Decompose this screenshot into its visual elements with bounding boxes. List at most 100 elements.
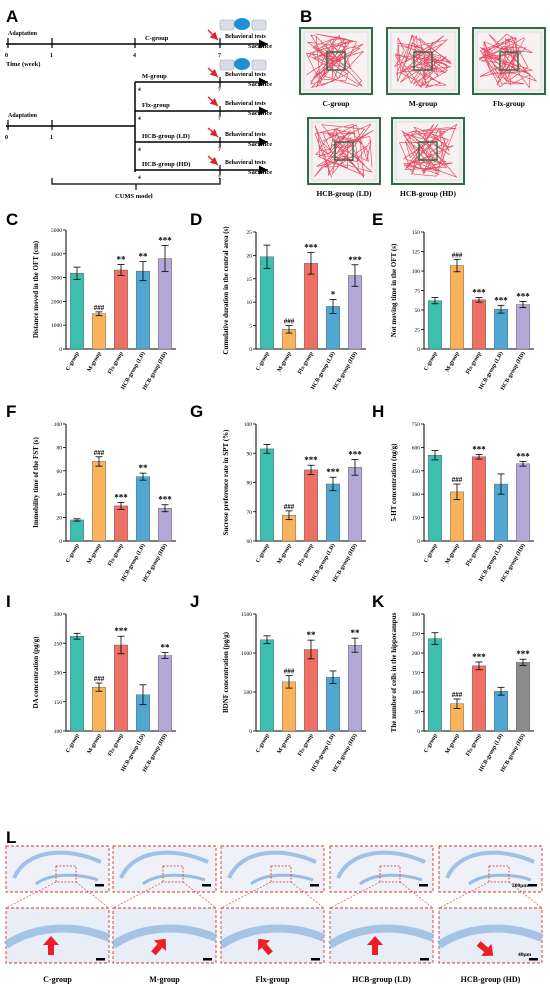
significance-4: *** (348, 255, 362, 265)
bar-2 (303, 469, 319, 542)
behavioral-tests-label-1: Behavioral tests (225, 101, 266, 107)
histology-3: HCB-group (LD) (327, 845, 435, 984)
scale-bar-top (419, 884, 428, 887)
x-tick-label-1: M-group (276, 351, 292, 373)
cell-pointer-arrow-icon (367, 936, 383, 955)
panel-letter-h: H (372, 402, 384, 421)
panel-letter-b: B (300, 7, 312, 26)
scale-bar-top (528, 884, 537, 887)
center-zone (413, 51, 433, 71)
cell-pointer-arrow-icon (43, 936, 59, 955)
cell-pointer-arrow-icon (151, 938, 167, 956)
y-tick-label: 20 (247, 253, 253, 259)
tick-4: 4 (133, 53, 136, 59)
chart-h: H 0 150 300 450 600 750 5-HT concentration (ng/… (372, 402, 534, 583)
significance-3: * (331, 289, 336, 299)
bar-0 (427, 455, 443, 542)
y-tick-label: 250 (54, 641, 63, 647)
x-tick-label-2: Flx-group (107, 543, 125, 567)
panel-letter-l: L (6, 828, 16, 847)
y-tick-label: 10 (247, 300, 253, 306)
significance-4: ** (351, 628, 361, 638)
tick-7: 7 (218, 53, 221, 59)
significance-4: *** (158, 235, 172, 245)
histology-label-4: HCB-group (HD) (461, 975, 521, 984)
y-tick-label: 2000 (51, 299, 62, 305)
center-zone (499, 51, 519, 71)
bar-4 (157, 258, 173, 350)
y-tick-label: 0 (417, 729, 420, 735)
bar-0 (69, 636, 85, 732)
scale-bar-bottom (529, 958, 538, 961)
panel-letter-k: K (372, 592, 385, 611)
x-tick-label-3: HCB-group (LD) (477, 350, 504, 390)
oft-track-4: HCB-group (HD) (391, 117, 465, 198)
y-tick-label: 80 (57, 445, 63, 451)
center-zone (334, 141, 354, 161)
bar-2 (303, 263, 319, 350)
cums-model-label: CUMS model (115, 193, 153, 200)
bar-2 (471, 299, 487, 350)
oft-track-label-2: Flx-group (493, 99, 525, 108)
y-tick-label: 1000 (51, 323, 62, 329)
bar-3 (493, 309, 509, 350)
y-axis-label: Sucrose preference rate in SPT (%) (222, 429, 230, 535)
adaptation-label: Adaptation (8, 31, 38, 37)
group-tick-4-2: 4 (138, 147, 141, 153)
sacrifice-label-c: Sacrifice (248, 43, 272, 50)
x-tick-label-3: HCB-group (LD) (119, 542, 146, 582)
y-tick-label: 5 (249, 324, 252, 330)
y-axis-label: The number of cells in the hippocampus (390, 612, 398, 732)
significance-2: ** (307, 630, 317, 640)
x-tick-label-1: M-group (276, 543, 292, 565)
significance-4: *** (516, 291, 530, 301)
significance-1: ### (94, 449, 105, 457)
histology-label-0: C-group (43, 975, 72, 984)
behavioral-tests-label-3: Behavioral tests (225, 160, 266, 166)
y-tick-label: 75 (415, 289, 421, 295)
chart-c: C 0 1000 2000 3000 4000 5000 Distance moved in … (6, 210, 176, 391)
significance-1: ### (284, 668, 295, 676)
x-tick-label-2: Flx-group (107, 733, 125, 757)
behavioral-test-apparatus-icon (219, 18, 267, 31)
significance-4: *** (516, 451, 530, 461)
histology-4: HCB-group (HD) (436, 845, 544, 984)
significance-1: ### (94, 675, 105, 683)
x-tick-label-0: C-group (65, 351, 81, 372)
chart-d: D 0 5 10 15 20 25 Cumulative duration in the ce… (190, 210, 366, 391)
y-tick-label: 3000 (51, 276, 62, 282)
y-tick-label: 25 (247, 230, 253, 236)
panel-letter-g: G (190, 402, 203, 421)
tick-0-cums: 0 (5, 135, 8, 141)
x-tick-label-1: M-group (86, 543, 102, 565)
scale-bar-top (310, 884, 319, 887)
panel-letter-a: A (6, 7, 18, 26)
bar-3 (493, 691, 509, 732)
panel-letter-j: J (190, 592, 199, 611)
red-arrow-2 (207, 127, 219, 138)
y-tick-label: 70 (247, 510, 253, 516)
histology-label-3: HCB-group (LD) (352, 975, 411, 984)
significance-1: ### (284, 318, 295, 326)
bar-4 (515, 304, 531, 350)
bar-4 (347, 645, 363, 732)
bar-1 (449, 265, 465, 350)
y-tick-label: 150 (412, 671, 421, 677)
significance-2: *** (304, 243, 318, 253)
y-tick-label: 300 (54, 612, 63, 618)
x-tick-label-0: C-group (65, 543, 81, 564)
sacrifice-label-0: Sacrifice (248, 81, 272, 88)
x-tick-label-2: Flx-group (297, 733, 315, 757)
histology-2: Flx-group (218, 845, 326, 984)
panel-letter-d: D (190, 210, 202, 229)
y-axis-label: 5-HT concentration (ng/g) (390, 443, 398, 522)
significance-3: *** (494, 295, 508, 305)
bar-4 (515, 662, 531, 732)
bar-4 (515, 463, 531, 542)
y-tick-label: 25 (415, 328, 421, 334)
behavioral-tests-label-c: Behavioral tests (225, 34, 266, 40)
x-tick-label-0: C-group (255, 543, 271, 564)
group-label-0: M-group (142, 73, 167, 80)
bar-1 (91, 313, 107, 350)
bar-0 (259, 639, 275, 732)
